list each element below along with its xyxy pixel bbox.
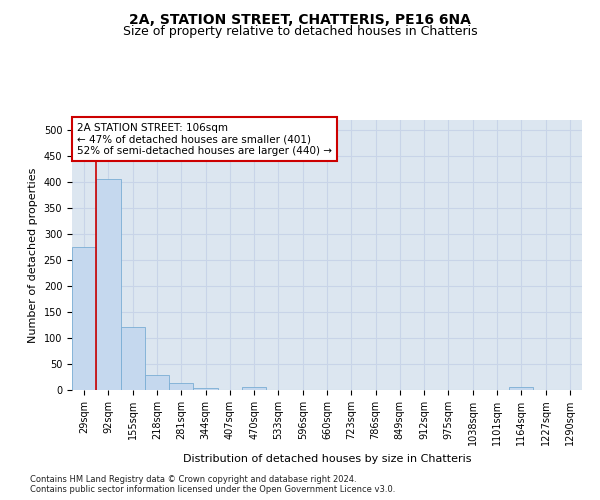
Text: Size of property relative to detached houses in Chatteris: Size of property relative to detached ho… [122, 25, 478, 38]
X-axis label: Distribution of detached houses by size in Chatteris: Distribution of detached houses by size … [183, 454, 471, 464]
Y-axis label: Number of detached properties: Number of detached properties [28, 168, 38, 342]
Bar [121, 326, 145, 390]
Bar [509, 388, 533, 390]
Bar [169, 382, 193, 390]
Text: Contains HM Land Registry data © Crown copyright and database right 2024.: Contains HM Land Registry data © Crown c… [30, 476, 356, 484]
Bar [193, 388, 218, 390]
Text: 2A STATION STREET: 106sqm
← 47% of detached houses are smaller (401)
52% of semi: 2A STATION STREET: 106sqm ← 47% of detac… [77, 122, 332, 156]
Bar [145, 375, 169, 390]
Text: Contains public sector information licensed under the Open Government Licence v3: Contains public sector information licen… [30, 486, 395, 494]
Text: 2A, STATION STREET, CHATTERIS, PE16 6NA: 2A, STATION STREET, CHATTERIS, PE16 6NA [129, 12, 471, 26]
Bar [96, 178, 121, 390]
Bar [242, 388, 266, 390]
Bar [72, 247, 96, 390]
